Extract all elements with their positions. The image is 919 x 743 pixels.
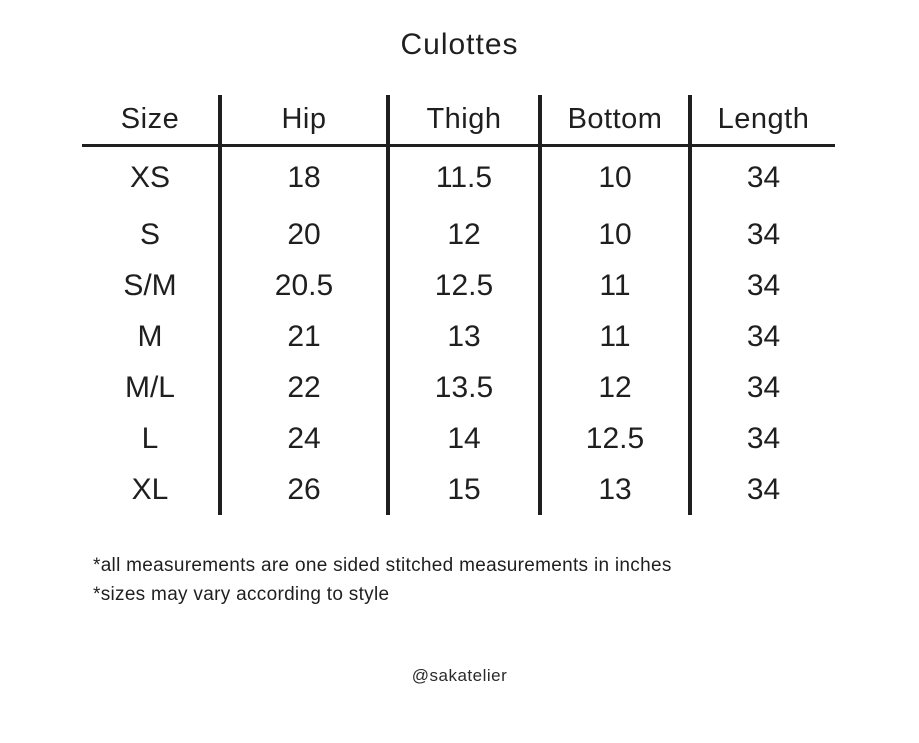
cell-thigh: 14: [386, 413, 540, 464]
cell-length: 34: [688, 464, 835, 515]
table-row: M/L 22 13.5 12 34: [82, 362, 835, 413]
table-row: S 20 12 10 34: [82, 209, 835, 260]
cell-hip: 21: [218, 311, 388, 362]
cell-size: L: [141, 421, 159, 455]
cell-thigh: 15: [386, 464, 540, 515]
cell-bottom: 10: [538, 145, 690, 209]
cell-size: XL: [131, 472, 169, 506]
column-header-hip: Hip: [218, 95, 388, 147]
cell-thigh: 13: [386, 311, 540, 362]
cell-size: XS: [129, 160, 171, 194]
table-row: M 21 13 11 34: [82, 311, 835, 362]
cell-hip: 24: [218, 413, 388, 464]
column-header-thigh: Thigh: [386, 95, 540, 147]
cell-thigh: 12.5: [386, 260, 540, 311]
footnote-measurements: *all measurements are one sided stitched…: [93, 555, 672, 576]
cell-hip: 20: [218, 209, 388, 260]
cell-length: 34: [688, 311, 835, 362]
cell-length: 34: [688, 209, 835, 260]
table-row: XL 26 15 13 34: [82, 464, 835, 515]
cell-hip: 22: [218, 362, 388, 413]
cell-bottom: 12.5: [538, 413, 690, 464]
footnote-sizes-vary: *sizes may vary according to style: [93, 584, 390, 605]
cell-length: 34: [688, 260, 835, 311]
chart-title: Culottes: [400, 28, 519, 61]
size-table: Size Hip Thigh Bottom Length XS 18 11.5 …: [82, 95, 835, 515]
table-header-row: Size Hip Thigh Bottom Length: [82, 95, 835, 147]
footnotes: *all measurements are one sided stitched…: [93, 551, 672, 609]
column-header-length: Length: [688, 95, 835, 147]
cell-length: 34: [688, 413, 835, 464]
table-row: XS 18 11.5 10 34: [82, 145, 835, 209]
cell-hip: 26: [218, 464, 388, 515]
table-row: S/M 20.5 12.5 11 34: [82, 260, 835, 311]
cell-bottom: 11: [538, 311, 690, 362]
cell-size: S/M: [123, 268, 177, 302]
cell-length: 34: [688, 145, 835, 209]
cell-thigh: 11.5: [386, 145, 540, 209]
cell-length: 34: [688, 362, 835, 413]
cell-bottom: 10: [538, 209, 690, 260]
cell-size: M/L: [124, 370, 175, 404]
cell-thigh: 13.5: [386, 362, 540, 413]
cell-size: S: [139, 217, 160, 251]
cell-bottom: 12: [538, 362, 690, 413]
cell-bottom: 11: [538, 260, 690, 311]
table-row: L 24 14 12.5 34: [82, 413, 835, 464]
cell-hip: 18: [218, 145, 388, 209]
column-header-bottom: Bottom: [538, 95, 690, 147]
cell-thigh: 12: [386, 209, 540, 260]
column-header-size: Size: [82, 95, 220, 147]
cell-bottom: 13: [538, 464, 690, 515]
cell-hip: 20.5: [218, 260, 388, 311]
cell-size: M: [137, 319, 163, 353]
watermark-handle: @sakatelier: [411, 666, 508, 685]
